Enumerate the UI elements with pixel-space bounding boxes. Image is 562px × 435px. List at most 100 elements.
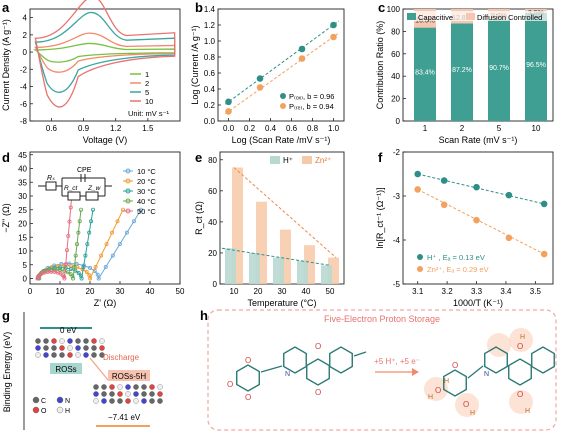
legend-marker [417, 254, 423, 260]
data-point [65, 248, 70, 253]
atom [59, 352, 65, 358]
y-tick-label: -2 [20, 65, 28, 74]
atom [157, 398, 163, 404]
nitrogen-atom: N [285, 371, 290, 378]
left-ring-1 [236, 364, 260, 392]
atom [91, 338, 97, 344]
warburg-element [85, 191, 99, 201]
ros5h-box [108, 370, 150, 381]
legend-marker [125, 188, 131, 194]
y-tick-label: 30 [18, 192, 27, 201]
capacitive-value-label: 87.2% [452, 67, 472, 74]
atom [125, 398, 131, 404]
atom [75, 352, 81, 358]
y-tick-label: 0.8 [204, 53, 216, 62]
data-point [256, 84, 264, 91]
x-tick-label: 3.5 [530, 287, 542, 296]
atom [83, 345, 89, 351]
data-point [115, 219, 120, 224]
x-tick-label: 0.4 [265, 124, 277, 133]
oxygen-atom: O [245, 393, 251, 402]
legend-label: Zn²⁺, Eₐ = 0.29 eV [427, 265, 489, 274]
atom [109, 391, 115, 397]
legend-label: Diffusion Controlled [477, 13, 542, 22]
fit-line [225, 32, 340, 115]
data-point [330, 21, 337, 29]
atom [149, 391, 155, 397]
data-point [81, 265, 86, 270]
atom [93, 398, 99, 404]
data-point [67, 219, 72, 224]
y-tick-label: 20 [391, 95, 400, 104]
cv-curve [34, 11, 176, 93]
hydrogen-atom: H [525, 408, 530, 415]
atom [93, 391, 99, 397]
atom [67, 338, 73, 344]
y-tick-label: 40 [18, 165, 27, 174]
atom [35, 345, 41, 351]
data-point [68, 267, 73, 272]
right-ring-2 [484, 346, 508, 374]
panel-letter: h [200, 308, 208, 323]
data-point [540, 250, 548, 258]
legend-swatch [302, 156, 312, 164]
data-point [93, 265, 98, 270]
y-tick-label: -3 [393, 192, 401, 201]
y-tick-label: 60 [208, 187, 217, 196]
cv-curve [34, 0, 176, 108]
scheme-frame [207, 309, 557, 431]
h-bar [249, 252, 260, 284]
plot-frame [217, 8, 345, 122]
panel-g: g Binding Energy (eV) 0 eV ROSs Discharge ROS… [2, 308, 163, 430]
legend-label: 1 [145, 70, 149, 79]
atom-legend-label: H [65, 408, 70, 415]
atom [109, 398, 115, 404]
x-tick-label: 1.0 [328, 124, 340, 133]
ros-box [50, 363, 82, 374]
plot-frame [29, 151, 181, 285]
y-tick-label: 2 [23, 31, 28, 40]
x-axis-label: Scan Rate (mV s⁻¹) [439, 135, 518, 145]
atom [67, 345, 73, 351]
panel-d: 0 10 20 30 40 50 0 5 10 15 20 25 30 35 40 45 Z' (Ω) −Z'' … [1, 150, 185, 308]
x-tick-label: 5 [497, 124, 502, 133]
discharge-arrow [89, 357, 109, 381]
capacitive-bar [451, 23, 473, 122]
y-tick-label: 10 [18, 247, 27, 256]
data-point [58, 267, 63, 272]
data-point [440, 201, 448, 209]
y-tick-label: -5 [393, 280, 401, 289]
ros5h-molecule [93, 384, 163, 404]
legend-label: 30 °C [137, 187, 156, 196]
x-tick-label: 3.1 [412, 287, 424, 296]
data-point [62, 268, 67, 273]
atom [75, 338, 81, 344]
panel-letter: e [195, 150, 202, 165]
zn-bar [280, 229, 291, 284]
data-point [256, 75, 264, 82]
resistor-rs [45, 181, 57, 191]
x-tick-label: 1.5 [142, 124, 154, 133]
h-bar [225, 248, 236, 284]
y-tick-label: -2 [393, 148, 401, 157]
data-point [91, 207, 96, 212]
atom-legend-label: N [65, 398, 70, 405]
proton-site-highlight [487, 333, 511, 357]
plot-frame [402, 151, 554, 285]
legend-label: 10 °C [137, 167, 156, 176]
oxygen-atom: O [463, 400, 469, 409]
x-tick-label: 10 [56, 287, 65, 296]
atom [43, 352, 49, 358]
energy-label-1: −7.41 eV [108, 413, 141, 422]
hydrogen-atom: H [470, 410, 475, 417]
hydrogen-atom: H [444, 378, 449, 385]
data-point [131, 219, 136, 224]
legend-label: H⁺ , Eₐ = 0.13 eV [427, 253, 485, 262]
diffusion-bar [525, 9, 547, 13]
data-point [96, 276, 101, 281]
capacitive-value-label: 90.7% [489, 65, 509, 72]
y-tick-label: 0 [23, 48, 28, 57]
data-point [85, 242, 90, 247]
energy-label-0: 0 eV [60, 326, 77, 335]
